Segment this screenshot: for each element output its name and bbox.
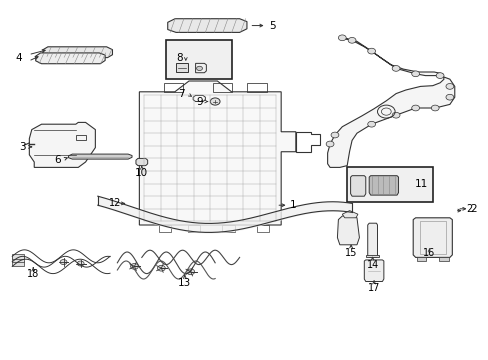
Circle shape xyxy=(210,98,220,105)
Text: 2: 2 xyxy=(466,204,471,214)
Circle shape xyxy=(430,105,438,111)
Circle shape xyxy=(338,35,346,41)
Polygon shape xyxy=(367,223,377,257)
Text: 14: 14 xyxy=(366,260,378,270)
Polygon shape xyxy=(12,257,24,262)
Polygon shape xyxy=(167,19,246,32)
Circle shape xyxy=(130,264,138,269)
Text: 10: 10 xyxy=(135,168,148,178)
Circle shape xyxy=(435,73,443,78)
Polygon shape xyxy=(136,158,147,166)
Circle shape xyxy=(186,269,194,275)
Circle shape xyxy=(391,66,399,71)
Circle shape xyxy=(325,141,333,147)
Text: 15: 15 xyxy=(344,248,357,258)
Polygon shape xyxy=(176,63,188,72)
Polygon shape xyxy=(43,47,112,58)
Circle shape xyxy=(445,94,453,100)
Circle shape xyxy=(391,112,399,118)
Polygon shape xyxy=(327,38,454,167)
Polygon shape xyxy=(29,122,95,167)
Circle shape xyxy=(367,48,375,54)
Polygon shape xyxy=(365,255,379,257)
Text: 8: 8 xyxy=(176,53,183,63)
Polygon shape xyxy=(12,254,24,259)
Polygon shape xyxy=(342,211,357,218)
Polygon shape xyxy=(36,53,105,64)
Polygon shape xyxy=(166,40,232,79)
Polygon shape xyxy=(438,257,448,261)
Polygon shape xyxy=(412,218,451,257)
Text: 9: 9 xyxy=(196,96,203,107)
Text: 16: 16 xyxy=(422,248,435,258)
Polygon shape xyxy=(364,260,383,282)
Circle shape xyxy=(411,71,419,77)
Text: 7: 7 xyxy=(177,89,184,99)
Polygon shape xyxy=(12,261,24,266)
Text: 2: 2 xyxy=(469,204,476,214)
Text: 13: 13 xyxy=(178,278,191,288)
Circle shape xyxy=(330,132,338,138)
Polygon shape xyxy=(350,176,365,196)
Polygon shape xyxy=(337,216,359,245)
Text: 4: 4 xyxy=(15,53,22,63)
Polygon shape xyxy=(68,154,132,159)
Polygon shape xyxy=(416,257,426,261)
Text: 5: 5 xyxy=(269,21,276,31)
Text: 11: 11 xyxy=(414,179,427,189)
Circle shape xyxy=(411,105,419,111)
Circle shape xyxy=(347,37,355,43)
Circle shape xyxy=(77,261,84,266)
Text: 6: 6 xyxy=(54,155,61,165)
Text: 1: 1 xyxy=(289,200,296,210)
Polygon shape xyxy=(346,167,432,202)
Circle shape xyxy=(196,66,202,71)
Text: 17: 17 xyxy=(367,283,380,293)
Circle shape xyxy=(445,84,453,89)
Text: 18: 18 xyxy=(27,269,40,279)
Circle shape xyxy=(60,260,67,265)
Text: 3: 3 xyxy=(19,142,25,152)
Circle shape xyxy=(367,121,375,127)
Circle shape xyxy=(157,265,165,271)
Polygon shape xyxy=(368,176,398,195)
Polygon shape xyxy=(139,81,295,225)
Text: 12: 12 xyxy=(109,198,122,208)
